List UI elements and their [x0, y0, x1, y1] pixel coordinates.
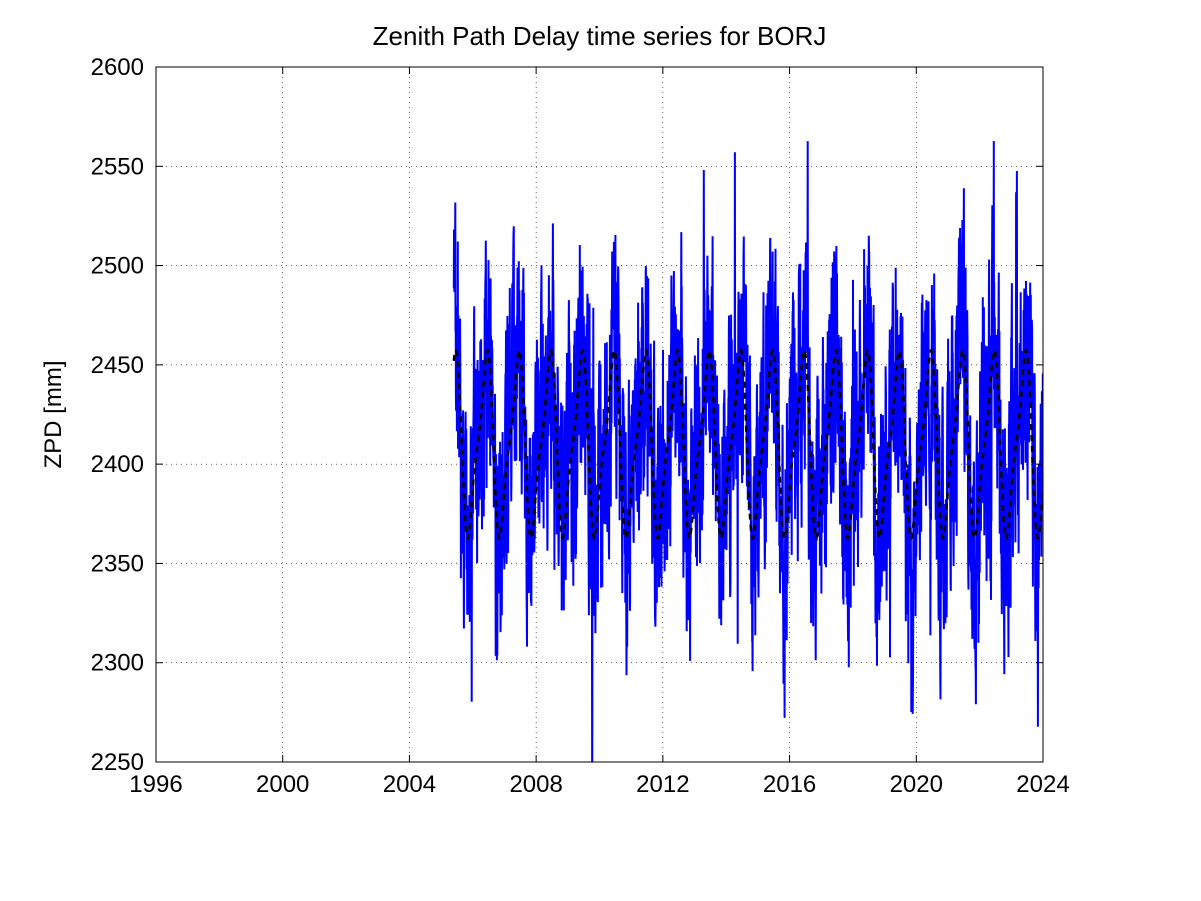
y-tick-label: 2550	[91, 153, 144, 180]
y-tick-label: 2600	[91, 54, 144, 81]
x-tick-label: 2000	[256, 771, 309, 798]
y-axis-label: ZPD [mm]	[40, 361, 67, 469]
x-tick-label: 2016	[763, 771, 816, 798]
x-tick-label: 2012	[636, 771, 689, 798]
x-tick-label: 2004	[383, 771, 436, 798]
y-tick-label: 2300	[91, 650, 144, 677]
y-tick-label: 2400	[91, 451, 144, 478]
timeseries-chart: 1996200020042008201220162020202422502300…	[0, 0, 1201, 901]
x-tick-label: 2008	[509, 771, 562, 798]
y-tick-label: 2450	[91, 352, 144, 379]
y-tick-label: 2350	[91, 550, 144, 577]
y-tick-label: 2500	[91, 253, 144, 280]
chart-container: 1996200020042008201220162020202422502300…	[0, 0, 1201, 901]
y-tick-label: 2250	[91, 749, 144, 776]
x-tick-label: 2020	[890, 771, 943, 798]
chart-title: Zenith Path Delay time series for BORJ	[373, 21, 827, 51]
x-tick-label: 2024	[1016, 771, 1069, 798]
